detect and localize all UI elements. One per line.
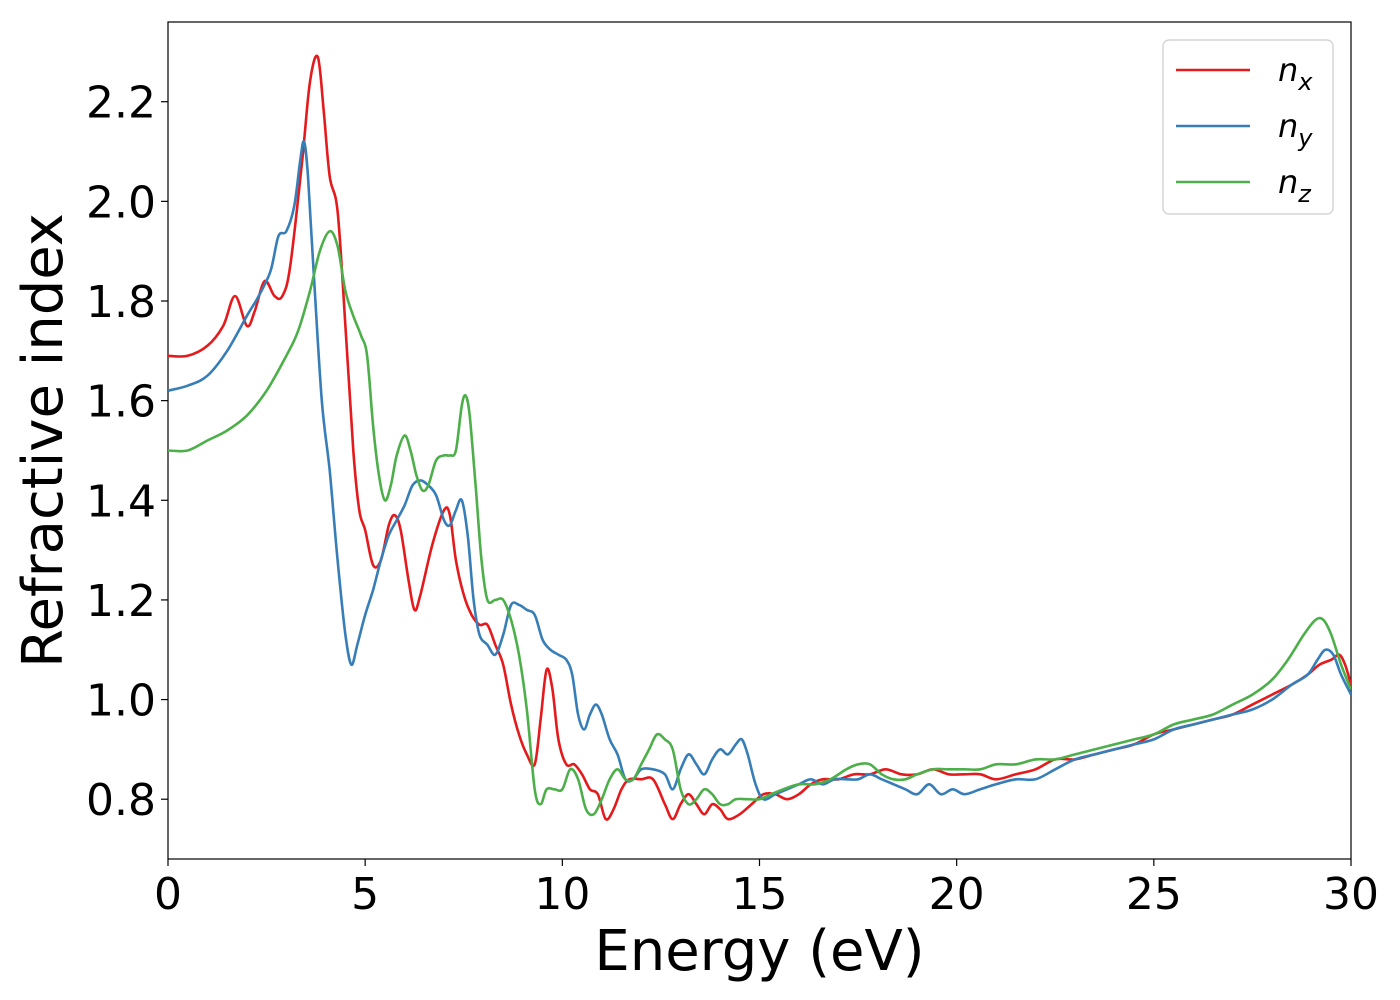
y-tick-label: 1.2 xyxy=(86,576,156,627)
x-tick-label: 30 xyxy=(1323,869,1379,920)
y-tick-label: 1.6 xyxy=(86,377,156,428)
x-tick-label: 5 xyxy=(351,869,379,920)
y-tick-label: 1.8 xyxy=(86,277,156,328)
legend-label-y: ny xyxy=(1278,107,1313,152)
y-tick-label: 2.0 xyxy=(86,177,156,228)
y-tick-label: 1.4 xyxy=(86,476,156,527)
x-tick-label: 0 xyxy=(154,869,182,920)
series-layer xyxy=(168,54,1351,821)
legend: nx ny nz xyxy=(1162,39,1334,215)
x-tick-label: 20 xyxy=(929,869,985,920)
y-tick-label: 2.2 xyxy=(86,78,156,129)
x-tick-label: 10 xyxy=(534,869,590,920)
y-axis-title: Refractive index xyxy=(11,213,76,668)
y-tick-label: 0.8 xyxy=(86,775,156,826)
x-tick-label: 25 xyxy=(1126,869,1182,920)
legend-label-x: nx xyxy=(1278,51,1313,96)
x-axis-title: Energy (eV) xyxy=(594,919,924,984)
series-line-y xyxy=(168,139,1351,801)
series-line-z xyxy=(168,229,1351,817)
legend-label-z: nz xyxy=(1278,163,1312,208)
x-tick-label: 15 xyxy=(732,869,788,920)
y-tick-label: 1.0 xyxy=(86,676,156,727)
x-axis: 0 5 10 15 20 25 30 xyxy=(154,859,1379,920)
y-axis: 0.8 1.0 1.2 1.4 1.6 1.8 2.0 2.2 xyxy=(86,78,168,826)
